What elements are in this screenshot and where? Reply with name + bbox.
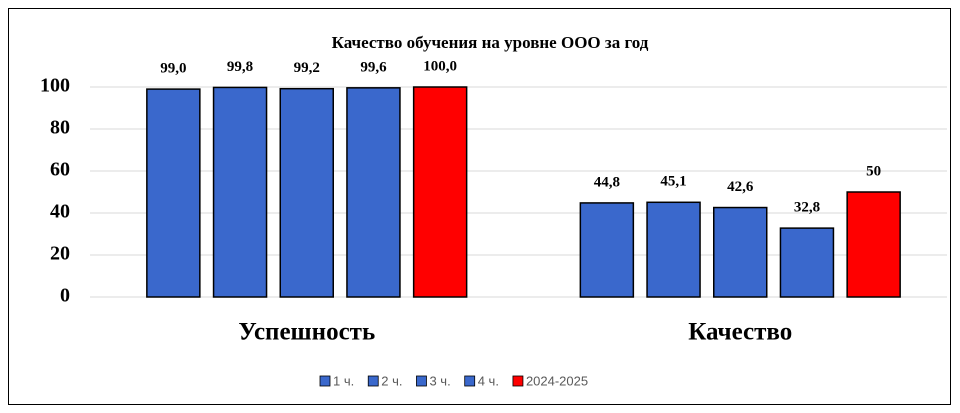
bar [846,191,901,298]
legend-swatch [416,375,427,387]
data-label: 42,6 [727,179,754,195]
legend-swatch [464,375,476,387]
data-label: 44,8 [594,174,620,190]
legend-label: 2024-2025 [526,373,588,388]
bar [646,201,701,298]
legend-label: 2 ч. [381,373,402,388]
bar [779,227,835,298]
y-tick-label: 60 [50,159,70,181]
y-tick-label: 20 [50,243,70,265]
bar [279,87,334,298]
legend-label: 3 ч. [429,373,450,388]
y-tick-label: 0 [60,285,70,307]
legend-swatch [512,375,524,387]
bar [212,86,268,298]
y-tick-label: 40 [50,201,70,223]
bar [146,88,201,298]
data-label: 45,1 [660,174,686,190]
chart-title: Качество обучения на уровне ООО за год [332,33,649,52]
legend-swatch [367,375,379,387]
data-label: 99,2 [294,60,320,76]
legend-swatch [319,375,331,387]
data-label: 100,0 [423,58,457,74]
data-label: 99,0 [160,61,186,77]
y-tick-label: 80 [50,117,70,139]
data-label: 99,6 [360,59,387,75]
x-tick-label: Успешность [238,319,375,346]
bar [412,86,468,298]
data-label: 32,8 [794,200,820,216]
legend-label: 1 ч. [333,373,354,388]
legend-label: 4 ч. [478,373,499,388]
data-label: 50 [866,163,881,179]
y-tick-label: 100 [40,75,70,97]
data-label: 99,8 [227,59,253,75]
x-tick-label: Качество [688,319,792,346]
bar [713,206,768,298]
bar [346,87,401,298]
bar [579,202,635,298]
